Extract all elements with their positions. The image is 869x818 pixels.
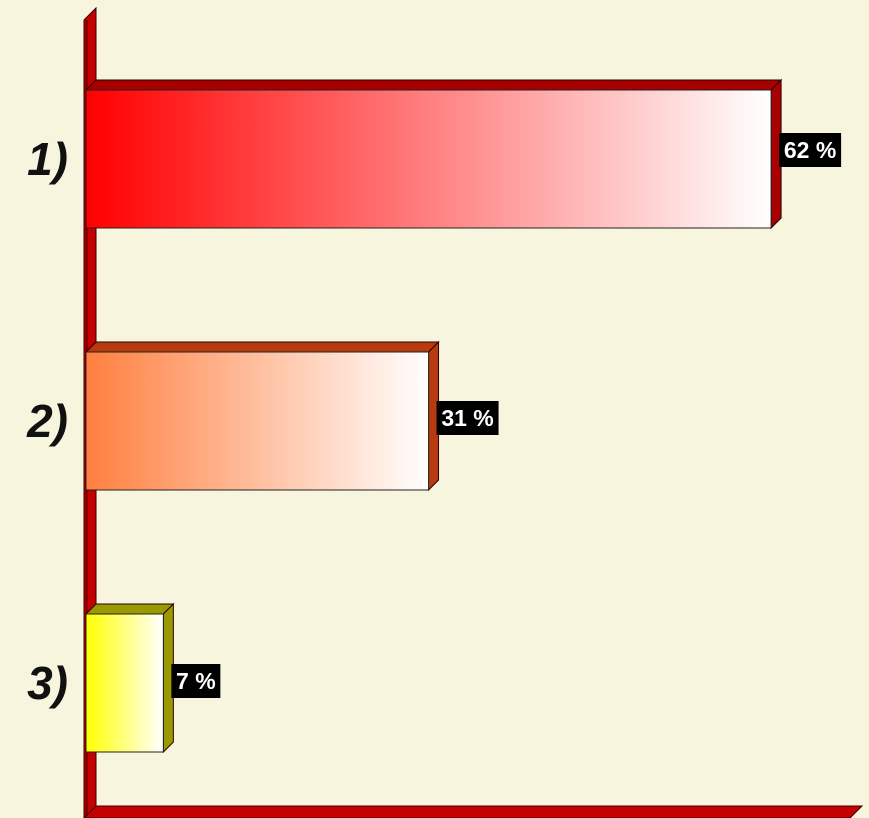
x-axis-floor — [83, 805, 864, 818]
category-label: 1) — [27, 133, 68, 185]
bar-group-3: 7 % 3) — [27, 602, 221, 754]
bar — [85, 89, 772, 229]
value-label: 31 % — [441, 405, 493, 431]
category-label: 2) — [26, 395, 68, 447]
bar — [85, 351, 430, 491]
bar — [85, 613, 164, 753]
category-label: 3) — [27, 657, 68, 709]
value-label: 62 % — [784, 137, 836, 163]
value-label: 7 % — [176, 668, 216, 694]
bar-group-1: 62 % 1) — [27, 78, 842, 230]
value-label-box — [171, 664, 221, 698]
bars-layer: 62 % 1) 31 % 2) 7 % 3) — [26, 78, 842, 754]
bar-top-face — [84, 603, 175, 615]
value-label-box — [436, 401, 499, 435]
value-label-box — [779, 133, 842, 167]
bar-group-2: 31 % 2) — [26, 340, 499, 492]
bar-top-face — [84, 341, 440, 353]
bar-top-face — [84, 79, 783, 91]
